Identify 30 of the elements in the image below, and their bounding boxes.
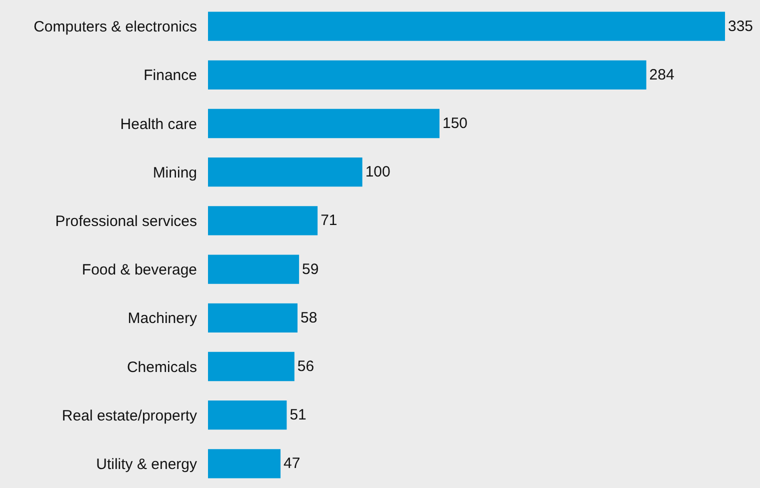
y-tick-label: Food & beverage — [82, 262, 197, 279]
y-tick-label: Computers & electronics — [34, 18, 197, 36]
data-label: 150 — [442, 115, 468, 132]
data-label: 71 — [320, 212, 338, 230]
y-tick-label: Machinery — [128, 310, 198, 328]
y-tick-label: Health care — [120, 116, 197, 133]
bar — [208, 449, 281, 478]
y-tick-label: Real estate/property — [62, 407, 198, 424]
data-label: 100 — [365, 164, 390, 181]
y-tick-label: Utility & energy — [96, 456, 198, 473]
data-label: 59 — [302, 260, 319, 278]
bar — [208, 303, 298, 332]
bar — [208, 400, 287, 430]
data-label: 58 — [300, 309, 318, 326]
y-tick-label: Professional services — [55, 212, 197, 230]
data-label: 284 — [649, 66, 674, 84]
data-label: 56 — [297, 358, 314, 375]
bar — [208, 12, 725, 41]
data-label: 47 — [284, 455, 300, 472]
data-label: 335 — [728, 18, 754, 35]
y-tick-label: Chemicals — [126, 358, 197, 376]
bar — [208, 254, 300, 284]
bar — [208, 158, 362, 187]
y-tick-label: Mining — [152, 164, 197, 182]
bar — [208, 60, 646, 90]
data-label: 51 — [290, 406, 306, 424]
bar — [208, 206, 318, 236]
bar — [208, 108, 440, 138]
y-tick-label: Finance — [144, 67, 197, 84]
bar — [208, 352, 294, 382]
